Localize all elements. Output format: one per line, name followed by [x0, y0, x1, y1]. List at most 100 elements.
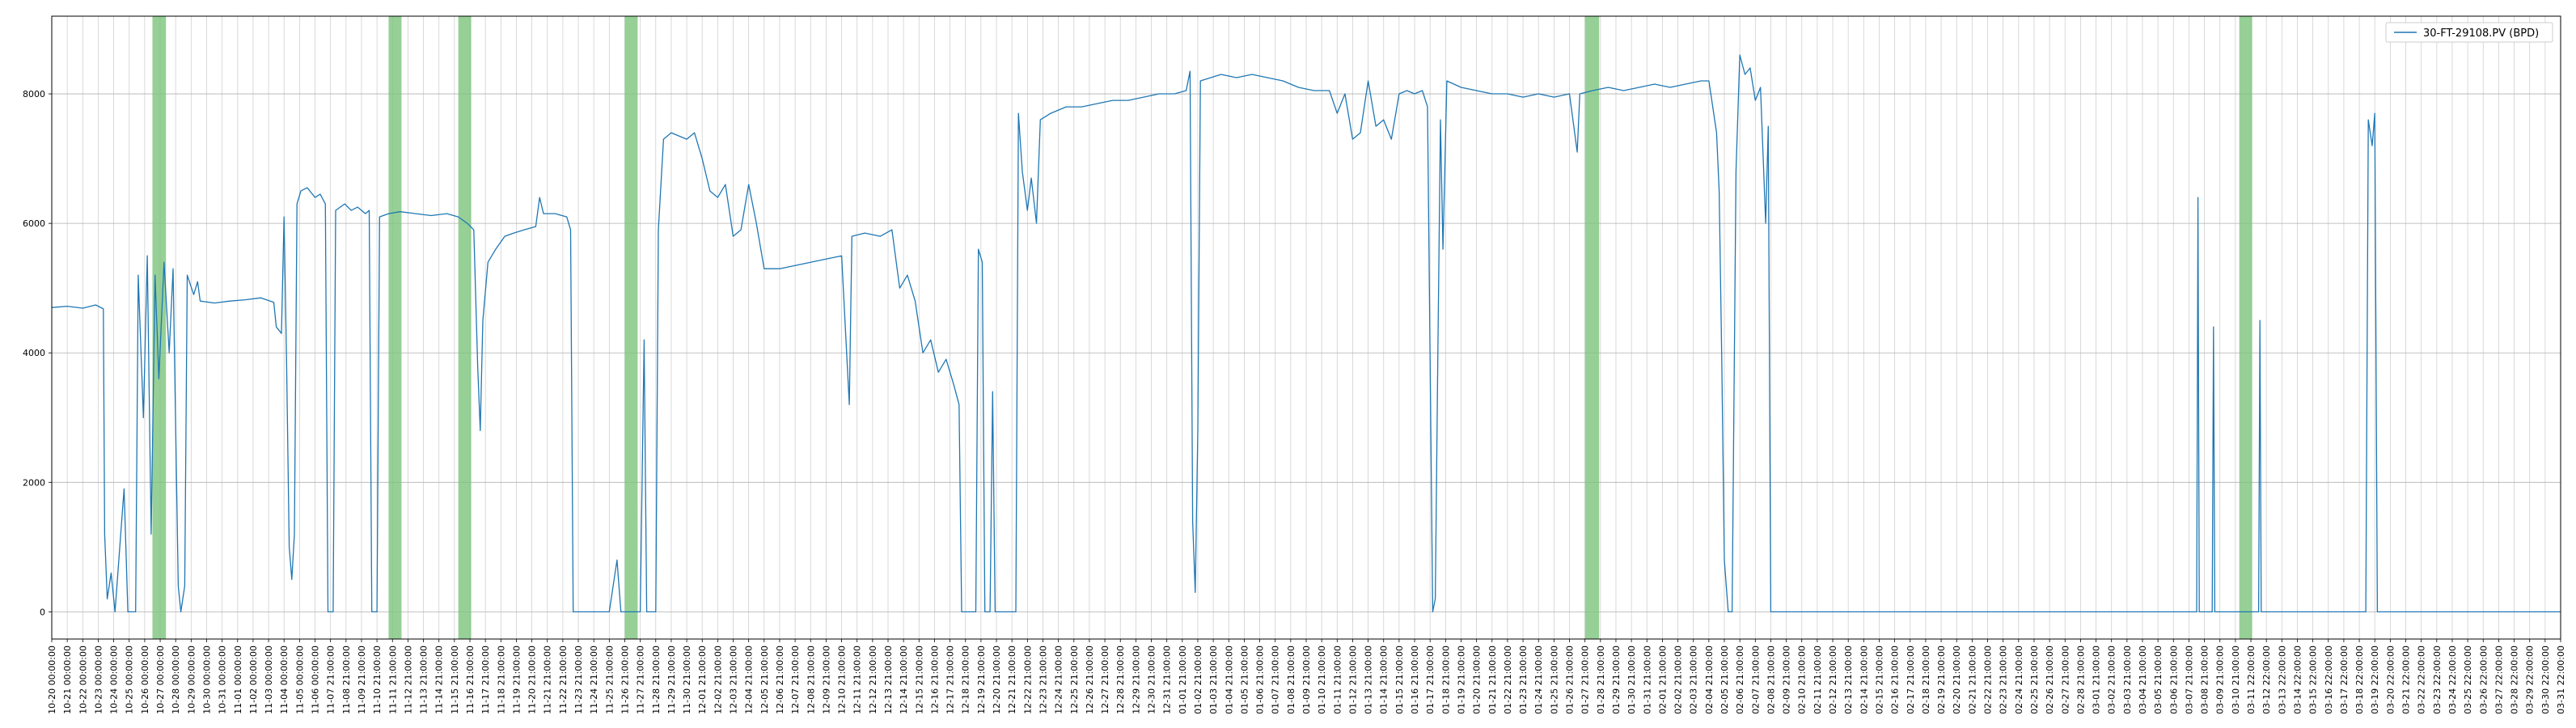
x-tick-label: 02-04 21:00:00	[1704, 645, 1715, 714]
x-tick-label: 12-14 21:00:00	[899, 645, 909, 714]
x-tick-label: 12-05 21:00:00	[759, 645, 770, 714]
x-tick-label: 03-19 22:00:00	[2370, 645, 2380, 714]
y-axis: 0 2000 4000 6000 8000	[23, 89, 52, 617]
x-tick-label: 12-02 21:00:00	[713, 645, 723, 714]
x-tick-label: 12-07 21:00:00	[790, 645, 801, 714]
x-tick-label: 12-13 21:00:00	[883, 645, 894, 714]
x-tick-label: 02-24 21:00:00	[2014, 645, 2024, 714]
x-tick-label: 03-07 21:00:00	[2184, 645, 2194, 714]
x-tick-label: 11-20 21:00:00	[527, 645, 538, 714]
x-tick-label: 12-23 21:00:00	[1038, 645, 1048, 714]
y-tick-label: 6000	[23, 218, 45, 229]
x-tick-label: 11-14 21:00:00	[434, 645, 445, 714]
x-tick-label: 11-24 21:00:00	[589, 645, 599, 714]
legend-box	[2385, 22, 2553, 43]
x-tick-label: 01-16 21:00:00	[1410, 645, 1420, 714]
x-tick-label: 11-22 21:00:00	[558, 645, 569, 714]
x-tick-label: 12-10 21:00:00	[837, 645, 848, 714]
x-tick-label: 02-19 21:00:00	[1936, 645, 1947, 714]
x-tick-label: 12-25 21:00:00	[1069, 645, 1080, 714]
x-tick-label: 11-15 21:00:00	[450, 645, 460, 714]
x-tick-label: 11-12 21:00:00	[403, 645, 413, 714]
x-tick-label: 01-13 21:00:00	[1364, 645, 1374, 714]
x-tick-label: 12-17 21:00:00	[945, 645, 956, 714]
x-tick-label: 11-13 21:00:00	[419, 645, 429, 714]
x-tick-label: 03-31 22:00:00	[2556, 645, 2566, 714]
x-tick-label: 02-20 21:00:00	[1952, 645, 1962, 714]
y-tick-label: 4000	[23, 348, 45, 358]
x-tick-label: 11-28 21:00:00	[651, 645, 662, 714]
x-tick-label: 03-02 21:00:00	[2107, 645, 2117, 714]
x-tick-label: 10-22 00:00:00	[78, 645, 88, 714]
x-tick-label: 01-26 21:00:00	[1565, 645, 1576, 714]
x-tick-label: 03-16 22:00:00	[2324, 645, 2334, 714]
x-tick-label: 03-01 21:00:00	[2092, 645, 2102, 714]
x-tick-label: 01-11 21:00:00	[1332, 645, 1343, 714]
x-tick-label: 01-03 21:00:00	[1208, 645, 1219, 714]
x-tick-label: 02-12 21:00:00	[1828, 645, 1838, 714]
x-tick-label: 02-02 21:00:00	[1673, 645, 1684, 714]
x-tick-label: 11-26 21:00:00	[620, 645, 630, 714]
x-tick-label: 02-28 21:00:00	[2075, 645, 2086, 714]
x-tick-label: 12-09 21:00:00	[821, 645, 831, 714]
x-tick-label: 02-13 21:00:00	[1843, 645, 1854, 714]
x-tick-label: 02-03 21:00:00	[1689, 645, 1699, 714]
x-tick-label: 03-20 22:00:00	[2385, 645, 2396, 714]
x-tick-label: 10-29 00:00:00	[186, 645, 197, 714]
x-tick-label: 01-10 21:00:00	[1317, 645, 1327, 714]
x-tick-label: 03-03 21:00:00	[2122, 645, 2133, 714]
x-tick-label: 02-05 21:00:00	[1719, 645, 1730, 714]
x-tick-label: 02-15 21:00:00	[1874, 645, 1884, 714]
x-tick-label: 03-18 22:00:00	[2354, 645, 2365, 714]
x-tick-label: 12-20 21:00:00	[992, 645, 1002, 714]
x-tick-label: 11-23 21:00:00	[573, 645, 584, 714]
x-axis: 10-20 00:00:00 10-21 00:00:00 10-22 00:00:…	[47, 639, 2566, 714]
x-tick-label: 12-31 21:00:00	[1162, 645, 1173, 714]
x-tick-label: 11-05 00:00:00	[294, 645, 305, 714]
x-tick-label: 01-29 21:00:00	[1611, 645, 1622, 714]
x-tick-label: 11-30 21:00:00	[682, 645, 692, 714]
x-tick-label: 10-25 00:00:00	[125, 645, 135, 714]
x-tick-label: 12-06 21:00:00	[775, 645, 785, 714]
x-tick-label: 02-10 21:00:00	[1797, 645, 1808, 714]
x-tick-label: 03-14 22:00:00	[2292, 645, 2303, 714]
x-tick-label: 11-09 21:00:00	[357, 645, 367, 714]
x-tick-label: 10-31 00:00:00	[218, 645, 228, 714]
x-tick-label: 03-17 22:00:00	[2339, 645, 2350, 714]
x-tick-label: 03-08 21:00:00	[2200, 645, 2210, 714]
x-tick-label: 01-28 21:00:00	[1596, 645, 1606, 714]
x-tick-label: 02-06 21:00:00	[1735, 645, 1745, 714]
x-tick-label: 11-01 00:00:00	[233, 645, 243, 714]
x-tick-label: 11-11 21:00:00	[387, 645, 398, 714]
x-tick-label: 01-15 21:00:00	[1394, 645, 1405, 714]
x-tick-label: 02-18 21:00:00	[1921, 645, 1931, 714]
x-tick-label: 12-28 21:00:00	[1115, 645, 1126, 714]
y-tick-label: 2000	[23, 477, 45, 488]
x-tick-label: 03-04 21:00:00	[2138, 645, 2148, 714]
highlight-band	[1584, 16, 1600, 639]
x-tick-label: 01-18 21:00:00	[1440, 645, 1451, 714]
x-tick-label: 02-09 21:00:00	[1782, 645, 1792, 714]
x-tick-label: 01-05 21:00:00	[1239, 645, 1250, 714]
x-tick-label: 02-14 21:00:00	[1859, 645, 1869, 714]
x-tick-label: 11-16 21:00:00	[465, 645, 476, 714]
x-tick-label: 03-25 22:00:00	[2463, 645, 2473, 714]
x-tick-label: 03-30 22:00:00	[2540, 645, 2551, 714]
x-tick-label: 01-19 21:00:00	[1456, 645, 1466, 714]
series-lines	[51, 54, 2561, 613]
x-tick-label: 01-23 21:00:00	[1518, 645, 1529, 714]
vertical-gridlines	[51, 16, 2561, 639]
x-tick-label: 12-18 21:00:00	[961, 645, 971, 714]
x-tick-label: 01-08 21:00:00	[1286, 645, 1296, 714]
x-tick-label: 03-05 21:00:00	[2153, 645, 2164, 714]
x-tick-label: 11-17 21:00:00	[480, 645, 491, 714]
x-tick-label: 11-18 21:00:00	[496, 645, 506, 714]
x-tick-label: 03-27 22:00:00	[2494, 645, 2504, 714]
x-tick-label: 10-28 00:00:00	[171, 645, 181, 714]
series-line	[51, 54, 2561, 613]
x-tick-label: 02-17 21:00:00	[1906, 645, 1916, 714]
x-tick-label: 11-02 00:00:00	[248, 645, 259, 714]
x-tick-label: 11-21 21:00:00	[543, 645, 553, 714]
highlight-band	[624, 16, 638, 639]
